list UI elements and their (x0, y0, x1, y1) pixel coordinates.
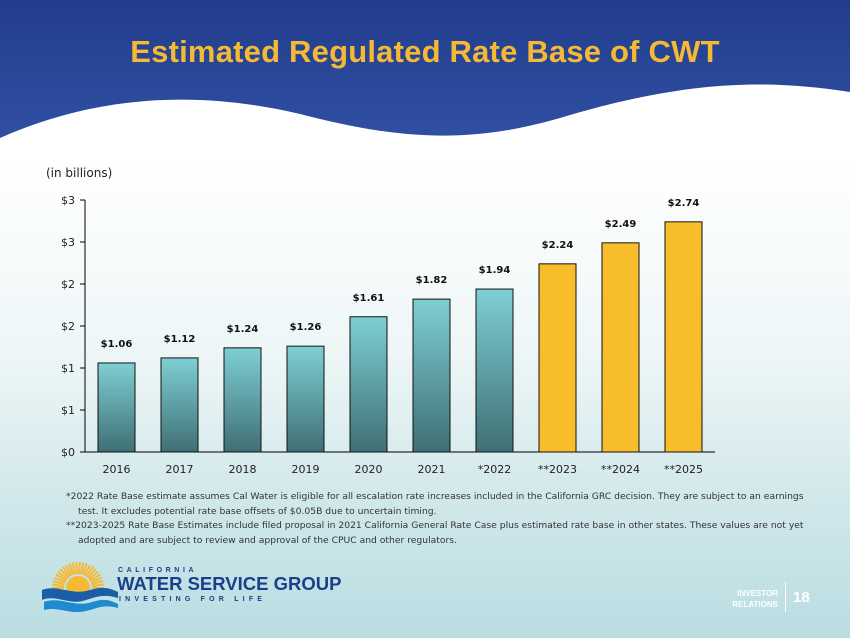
bar-series: $1.06 $1.12 $1.24 $1.26 $1.61 $1.82 $1.94 $2.24… (97, 198, 703, 453)
company-logo: CALIFORNIA WATER SERVICE GROUP INVESTING… (40, 558, 341, 618)
sun-ray (57, 570, 68, 580)
footnote-2023-2025: **2023-2025 Rate Base Estimates include … (66, 520, 804, 546)
y-tick-label: $2 (61, 320, 75, 333)
sun-ray (52, 580, 65, 586)
sun-ray (68, 563, 75, 576)
sun-ray (86, 568, 97, 579)
data-label: $1.82 (416, 275, 448, 286)
footer-divider (785, 582, 786, 612)
sun-ray (88, 570, 99, 580)
brand-region: CALIFORNIA (118, 567, 198, 574)
y-tick-label: $1 (61, 404, 75, 417)
data-label: $1.06 (101, 339, 133, 350)
page-number: 18 (793, 589, 810, 606)
sun-ray (62, 566, 71, 578)
y-tick-label: $3 (61, 194, 75, 207)
x-tick-label: 2021 (418, 463, 446, 476)
bar-2018 (223, 347, 262, 453)
data-label: $2.49 (605, 219, 637, 230)
sun-ray (85, 566, 94, 578)
x-tick-label: 2016 (103, 463, 131, 476)
sun-ray (52, 583, 65, 588)
x-tick-label: 2020 (355, 463, 383, 476)
data-label: $1.24 (227, 324, 259, 335)
units-label: (in billions) (46, 166, 113, 180)
ir-line-1: INVESTOR (737, 589, 778, 598)
sun-ray (77, 561, 81, 575)
sun-ray (65, 564, 73, 577)
x-tick-label: *2022 (478, 463, 512, 476)
footnotes: *2022 Rate Base estimate assumes Cal Wat… (66, 490, 806, 548)
ir-line-2: RELATIONS (732, 600, 778, 609)
x-tick-label: **2024 (601, 463, 640, 476)
x-tick-label: 2017 (166, 463, 194, 476)
bar-2025 (664, 221, 703, 453)
slide-title: Estimated Regulated Rate Base of CWT (130, 34, 720, 69)
investor-relations-label: INVESTOR RELATIONS (718, 588, 778, 610)
bar-2017 (160, 357, 199, 453)
sun-ray (81, 563, 88, 576)
y-tick-label: $3 (61, 236, 75, 249)
bar-2019 (286, 345, 325, 453)
header-wave (0, 0, 850, 138)
footnote-2022: *2022 Rate Base estimate assumes Cal Wat… (66, 491, 804, 517)
x-tick-label: 2018 (229, 463, 257, 476)
data-label: $1.12 (164, 334, 196, 345)
x-tick-label: **2025 (664, 463, 703, 476)
y-tick-label: $0 (61, 446, 75, 459)
brand-name: WATER SERVICE GROUP (117, 573, 342, 594)
sun-ray (91, 580, 104, 586)
sun-ray (53, 576, 66, 584)
header-banner (0, 0, 850, 138)
data-label: $1.94 (479, 265, 511, 276)
data-label: $2.74 (668, 198, 700, 209)
y-tick-label: $2 (61, 278, 75, 291)
y-tick-label: $1 (61, 362, 75, 375)
data-label: $1.61 (353, 293, 385, 304)
sun-ray (79, 562, 85, 575)
bar-2022 (475, 288, 514, 453)
bar-2020 (349, 316, 388, 453)
bar-2021 (412, 298, 451, 453)
sun-ray (89, 573, 101, 582)
x-axis-labels: 2016 2017 2018 2019 2020 2021 *2022 **2023 **202… (103, 463, 704, 476)
bar-2024 (601, 242, 640, 453)
x-tick-label: **2023 (538, 463, 577, 476)
sun-ray (90, 576, 103, 584)
rate-base-bar-chart: $0 $1 $1 $2 $2 $3 $3 $1.06 $1.12 $1.24 $1.26 $1.61… (61, 194, 715, 476)
x-tick-label: 2019 (292, 463, 320, 476)
sun-ray (55, 573, 67, 582)
sun-wave-icon (42, 561, 118, 613)
brand-tagline: INVESTING FOR LIFE (119, 596, 267, 603)
sun-ray (83, 564, 91, 577)
data-label: $2.24 (542, 240, 574, 251)
y-axis-ticks: $0 $1 $1 $2 $2 $3 $3 (61, 194, 85, 459)
sun-ray (91, 583, 104, 588)
sun-ray (75, 561, 79, 575)
sun-ray (59, 568, 70, 579)
bar-2023 (538, 263, 577, 453)
data-label: $1.26 (290, 322, 322, 333)
sun-ray (71, 562, 77, 575)
bar-2016 (97, 362, 136, 453)
